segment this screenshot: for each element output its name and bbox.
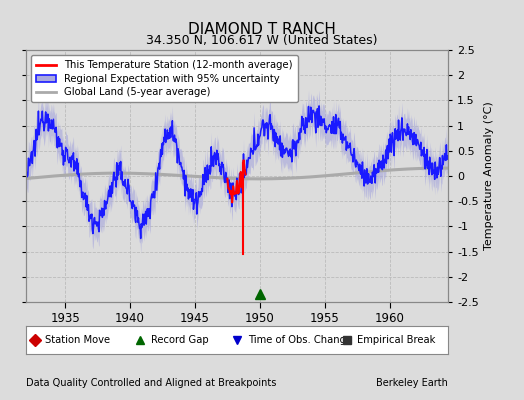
Legend: This Temperature Station (12-month average), Regional Expectation with 95% uncer: This Temperature Station (12-month avera… bbox=[31, 55, 298, 102]
Text: Station Move: Station Move bbox=[45, 335, 111, 345]
Y-axis label: Temperature Anomaly (°C): Temperature Anomaly (°C) bbox=[484, 102, 494, 250]
Text: DIAMOND T RANCH: DIAMOND T RANCH bbox=[188, 22, 336, 37]
Text: Data Quality Controlled and Aligned at Breakpoints: Data Quality Controlled and Aligned at B… bbox=[26, 378, 277, 388]
Text: Time of Obs. Change: Time of Obs. Change bbox=[248, 335, 352, 345]
Text: Empirical Break: Empirical Break bbox=[357, 335, 435, 345]
Text: Record Gap: Record Gap bbox=[150, 335, 208, 345]
Text: Berkeley Earth: Berkeley Earth bbox=[376, 378, 448, 388]
Text: 34.350 N, 106.617 W (United States): 34.350 N, 106.617 W (United States) bbox=[146, 34, 378, 47]
